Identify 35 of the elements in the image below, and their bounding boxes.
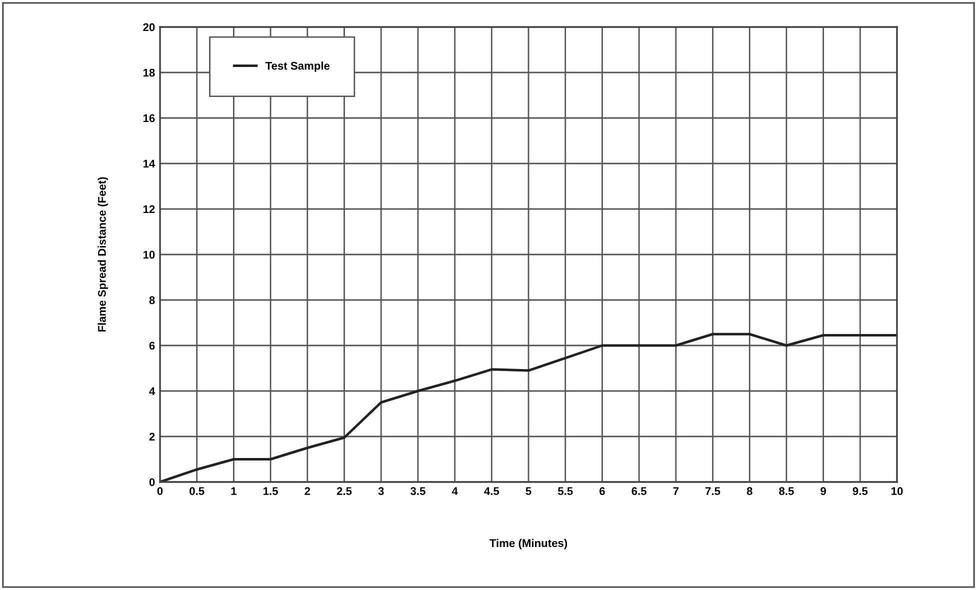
x-tick-label: 0 xyxy=(157,487,163,496)
y-tick-label: 6 xyxy=(149,342,155,350)
x-tick-label: 8 xyxy=(746,487,752,496)
x-tick-label: 9 xyxy=(820,487,826,496)
x-tick-label: 6 xyxy=(600,487,605,496)
legend-label: Test Sample xyxy=(265,62,330,72)
x-tick-label: 1.5 xyxy=(264,487,278,496)
x-tick-label: 10 xyxy=(892,487,903,496)
x-tick-label: 5 xyxy=(526,487,532,496)
y-tick-label: 2 xyxy=(149,432,155,441)
x-tick-label: 4.5 xyxy=(484,487,500,496)
y-tick-label: 4 xyxy=(149,387,156,396)
x-tick-label: 4 xyxy=(452,487,458,495)
y-tick-label: 12 xyxy=(143,205,155,214)
y-tick-label: 10 xyxy=(143,250,155,259)
y-tick-label: 16 xyxy=(143,114,155,122)
x-tick-label: 2 xyxy=(304,487,310,495)
x-tick-label: 8.5 xyxy=(779,487,794,496)
y-tick-label: 0 xyxy=(149,478,155,486)
x-tick-label: 3 xyxy=(378,487,384,496)
x-tick-label: 6.5 xyxy=(632,487,646,496)
x-tick-label: 1 xyxy=(231,487,236,495)
x-tick-label: 2.5 xyxy=(336,487,352,496)
x-tick-label: 5.5 xyxy=(558,487,573,496)
y-tick-label: 18 xyxy=(143,68,155,77)
y-tick-label: 20 xyxy=(143,23,155,32)
x-tick-label: 3.5 xyxy=(410,487,426,496)
x-tick-label: 9.5 xyxy=(852,487,868,496)
y-tick-label: 8 xyxy=(149,296,155,304)
x-tick-label: 7.5 xyxy=(706,487,720,496)
y-tick-label: 14 xyxy=(143,160,156,168)
x-tick-label: 7 xyxy=(673,487,678,495)
x-axis-title: Time (Minutes) xyxy=(490,538,568,550)
y-axis-title: Flame Spread Distance (Feet) xyxy=(98,177,108,332)
x-tick-label: 0.5 xyxy=(190,487,204,496)
